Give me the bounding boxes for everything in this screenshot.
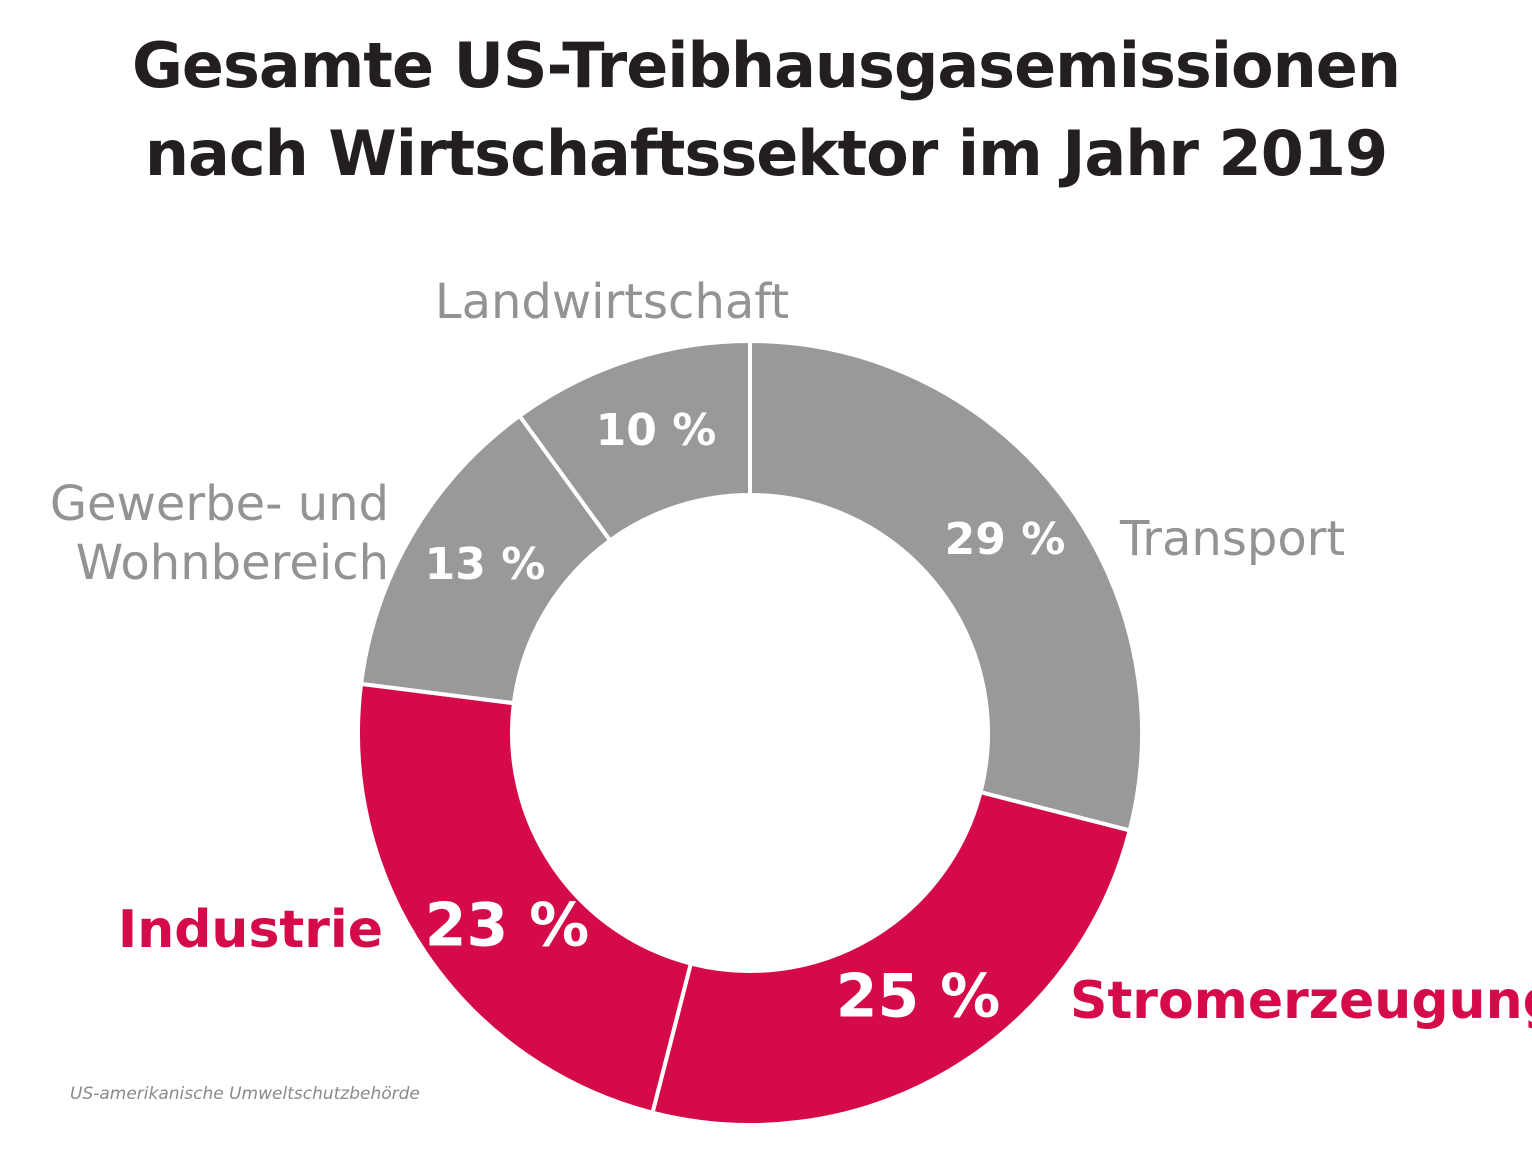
slice-landwirt bbox=[516, 338, 752, 544]
slice-industrie bbox=[356, 681, 694, 1116]
category-label-gewerbe-2: Wohnbereich bbox=[76, 535, 389, 591]
chart-title-line-2: nach Wirtschaftssektor im Jahr 2019 bbox=[144, 117, 1388, 190]
source-note: US-amerikanische Umweltschutzbehörde bbox=[70, 1084, 420, 1104]
category-label-industrie: Industrie bbox=[118, 900, 383, 960]
category-label-gewerbe-1: Gewerbe- und bbox=[50, 476, 389, 532]
value-label-transport: 29 % bbox=[945, 514, 1066, 565]
chart-title-line-1: Gesamte US-Treibhausgasemissionen bbox=[132, 29, 1401, 102]
slice-strom bbox=[650, 789, 1133, 1127]
category-label-transport: Transport bbox=[1119, 511, 1345, 567]
value-label-strom: 25 % bbox=[836, 962, 1001, 1032]
value-label-landwirt: 10 % bbox=[596, 405, 717, 456]
category-label-landwirt: Landwirtschaft bbox=[435, 274, 789, 330]
chart-title: Gesamte US-Treibhausgasemissionen nach W… bbox=[0, 22, 1532, 198]
value-label-industrie: 23 % bbox=[425, 891, 590, 961]
category-label-strom: Stromerzeugung bbox=[1070, 971, 1532, 1031]
slice-transport bbox=[748, 338, 1144, 833]
value-label-gewerbe: 13 % bbox=[425, 539, 546, 590]
